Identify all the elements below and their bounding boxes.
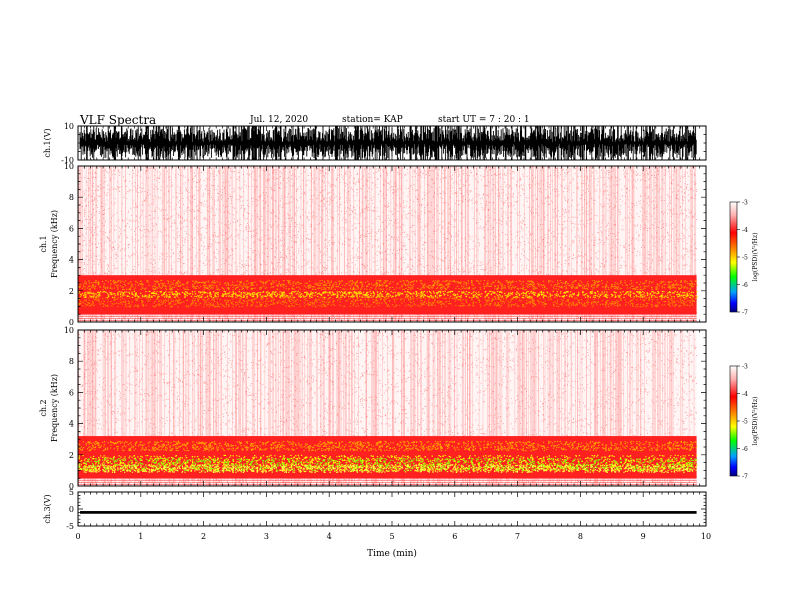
ch2-spectrogram-low-lines bbox=[78, 478, 697, 485]
ch2-spectrogram-ytick-label: 6 bbox=[69, 388, 74, 397]
xtick-label: 2 bbox=[201, 532, 206, 541]
xtick-label: 3 bbox=[264, 532, 269, 541]
ch2-spectrogram-colorbar-tick-label: -5 bbox=[742, 419, 748, 426]
ch1-spectrogram-low-lines bbox=[78, 314, 697, 321]
chart-title: VLF Spectra bbox=[80, 113, 157, 127]
x-ticks-panel-1 bbox=[77, 126, 707, 160]
ch1-spectrogram-colorbar-tick-label: -7 bbox=[742, 310, 748, 317]
ch3-waveform-trace bbox=[80, 511, 697, 514]
xtick-label: 7 bbox=[515, 532, 520, 541]
ch1-spectrogram-band bbox=[78, 275, 697, 315]
ch3-waveform-ytick-label: 0 bbox=[69, 505, 74, 514]
ch2-spectrogram-colorbar-label: log(PSD)(V²/Hz) bbox=[752, 397, 759, 446]
ch2-spectrogram-band-texture-0 bbox=[78, 440, 698, 452]
ch2-spectrogram-ytick-label: 10 bbox=[64, 326, 74, 335]
ch1-spectrogram-colorbar-tick-label: -4 bbox=[742, 227, 748, 234]
ch1-waveform-ytick-label: 10 bbox=[64, 122, 74, 131]
xtick-label: 5 bbox=[389, 532, 394, 541]
ch1-waveform-trace bbox=[79, 126, 697, 160]
ch2-spectrogram-panel bbox=[78, 330, 698, 487]
ch2-spectrogram-colorbar-tick-label: -6 bbox=[742, 446, 748, 453]
ch1-spectrogram-ytick-label: 0 bbox=[69, 318, 74, 327]
ch2-spectrogram-colorbar bbox=[729, 365, 738, 477]
xtick-label: 4 bbox=[327, 532, 332, 541]
ch1-waveform-panel bbox=[79, 126, 697, 160]
ch1-spectrogram-ytick-label: 6 bbox=[69, 224, 74, 233]
ch1-spectrogram-band-texture-0 bbox=[78, 279, 698, 291]
station-label: station= KAP bbox=[342, 115, 403, 125]
ch1-spectrogram-colorbar-tick-label: -3 bbox=[742, 200, 748, 207]
x-ticks-panel-2 bbox=[77, 166, 707, 322]
ch3-waveform-ytick-label: 5 bbox=[69, 488, 74, 497]
ch1-spectrogram-sferics bbox=[78, 166, 696, 322]
ch1-spectrogram-colorbar bbox=[729, 201, 738, 313]
ch3-waveform-panel bbox=[80, 511, 697, 514]
ch2-spectrogram-ytick-label: 4 bbox=[69, 420, 74, 429]
xtick-label: 1 bbox=[138, 532, 143, 541]
ch3-waveform-ytick-label: -5 bbox=[66, 522, 74, 531]
xtick-label: 8 bbox=[578, 532, 583, 541]
ch1-spectrogram-ytick-label: 8 bbox=[69, 193, 74, 202]
xtick-label: 10 bbox=[701, 532, 711, 541]
ch2-spectrogram-ylabel-channel: ch.2 bbox=[39, 399, 48, 416]
ch2-spectrogram-ytick-label: 8 bbox=[69, 357, 74, 366]
ch1-spectrogram-ylabel: Frequency (kHz) bbox=[50, 210, 59, 278]
date-label: Jul. 12, 2020 bbox=[250, 115, 309, 125]
ch1-spectrogram-colorbar-tick-label: -5 bbox=[742, 255, 748, 262]
ch2-spectrogram-colorbar-tick-label: -3 bbox=[742, 364, 748, 371]
x-axis-label: Time (min) bbox=[367, 548, 417, 559]
ch3-waveform-ylabel: ch.3(V) bbox=[43, 494, 52, 523]
ch2-spectrogram-colorbar-tick-label: -7 bbox=[742, 474, 748, 481]
ch1-spectrogram-colorbar-tick-label: -6 bbox=[742, 282, 748, 289]
ch1-spectrogram-ytick-label: 10 bbox=[64, 162, 74, 171]
ch1-spectrogram-panel bbox=[78, 166, 698, 323]
ch1-spectrogram-ytick-label: 4 bbox=[69, 256, 74, 265]
ch1-spectrogram-band-texture-1 bbox=[78, 290, 698, 299]
x-ticks-panel-3 bbox=[77, 330, 707, 486]
ch2-spectrogram-ytick-label: 2 bbox=[69, 451, 74, 460]
ch1-spectrogram-band-texture-2 bbox=[78, 297, 697, 308]
panel-frame-4 bbox=[77, 491, 707, 527]
ch2-spectrogram-band-texture-1 bbox=[78, 454, 698, 472]
ch1-waveform-y-ticks bbox=[78, 125, 706, 161]
xtick-label: 9 bbox=[641, 532, 646, 541]
xtick-label: 6 bbox=[452, 532, 457, 541]
ch1-spectrogram-y-ticks bbox=[78, 165, 706, 323]
ch2-spectrogram-ytick-label: 0 bbox=[69, 482, 74, 491]
ch2-spectrogram-band-texture-3 bbox=[78, 464, 698, 474]
xtick-label: 0 bbox=[75, 532, 80, 541]
ch2-spectrogram-sferics bbox=[78, 330, 695, 486]
start-time-label: start UT = 7 : 20 : 1 bbox=[438, 115, 530, 125]
ch1-spectrogram-ylabel-channel: ch.1 bbox=[39, 235, 48, 252]
ch3-waveform-y-ticks bbox=[78, 491, 706, 527]
ch2-spectrogram-y-ticks bbox=[78, 329, 706, 487]
x-ticks-panel-4 bbox=[77, 492, 707, 526]
ch1-spectrogram-colorbar-label: log(PSD)(V²/Hz) bbox=[752, 233, 759, 282]
ch1-waveform-ylabel: ch.1(V) bbox=[43, 128, 52, 157]
ch1-waveform-ytick-label: -10 bbox=[61, 156, 74, 165]
ch1-spectrogram-ytick-label: 2 bbox=[69, 287, 74, 296]
ch2-spectrogram-colorbar-tick-label: -4 bbox=[742, 391, 748, 398]
ch2-spectrogram-ylabel: Frequency (kHz) bbox=[50, 374, 59, 442]
